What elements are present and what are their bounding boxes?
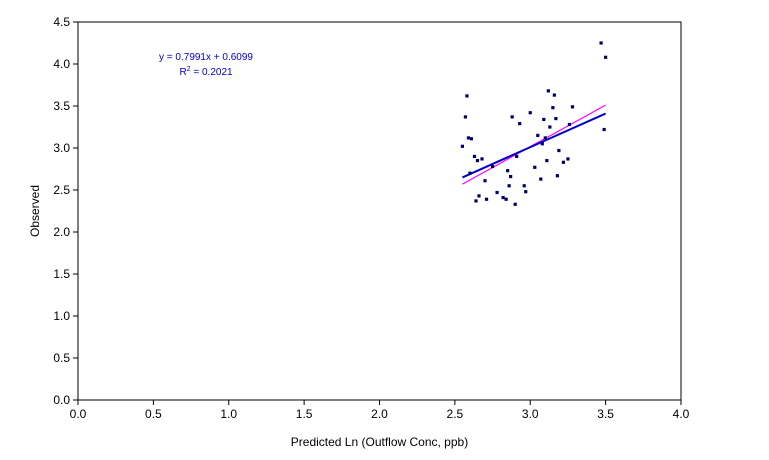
data-point bbox=[513, 202, 517, 206]
data-point bbox=[540, 142, 544, 146]
y-tick-label: 0.5 bbox=[53, 351, 70, 365]
data-point bbox=[599, 41, 603, 45]
data-point bbox=[472, 154, 477, 158]
data-point bbox=[490, 164, 495, 169]
data-points bbox=[460, 41, 608, 206]
data-point bbox=[466, 136, 471, 140]
regression-trendline bbox=[462, 112, 607, 179]
y-tick-label: 4.5 bbox=[53, 15, 70, 29]
x-tick-label: 1.5 bbox=[296, 407, 313, 421]
data-point bbox=[545, 159, 549, 163]
data-point bbox=[465, 94, 469, 98]
regression-equation: y = 0.7991x + 0.6099 bbox=[159, 52, 253, 63]
data-point bbox=[507, 184, 511, 188]
data-point bbox=[528, 111, 532, 115]
data-point bbox=[551, 106, 555, 110]
data-point bbox=[504, 197, 508, 201]
x-tick-label: 2.0 bbox=[371, 407, 388, 421]
data-point bbox=[522, 184, 526, 188]
data-point bbox=[460, 144, 465, 148]
data-point bbox=[509, 174, 513, 179]
data-point bbox=[533, 165, 537, 169]
y-tick-label: 3.0 bbox=[53, 141, 70, 155]
data-point bbox=[501, 195, 505, 200]
y-tick-label: 2.5 bbox=[53, 183, 70, 197]
plot-frame bbox=[77, 21, 682, 401]
data-point bbox=[539, 177, 543, 181]
data-point bbox=[548, 125, 552, 129]
y-tick-label: 0.0 bbox=[53, 393, 70, 407]
x-tick-label: 0.5 bbox=[145, 407, 162, 421]
r-squared-prefix: R bbox=[179, 67, 186, 78]
data-point bbox=[495, 190, 499, 195]
data-point bbox=[570, 105, 575, 109]
plot-area bbox=[77, 21, 682, 401]
data-point bbox=[515, 154, 519, 158]
x-axis-title: Predicted Ln (Outflow Conc, ppb) bbox=[291, 435, 468, 449]
data-point bbox=[543, 136, 547, 140]
data-point bbox=[510, 115, 514, 119]
x-axis-ticks: 0.0 0.5 1.0 1.5 2.0 2.5 3.0 3.5 4.0 bbox=[70, 400, 690, 421]
data-point bbox=[561, 160, 566, 164]
data-point bbox=[480, 157, 484, 161]
y-tick-label: 4.0 bbox=[53, 57, 70, 71]
data-point bbox=[524, 190, 528, 194]
data-point bbox=[567, 122, 572, 127]
data-point bbox=[557, 148, 561, 153]
x-tick-label: 2.5 bbox=[447, 407, 464, 421]
y-axis-title: Observed bbox=[28, 185, 42, 237]
x-tick-label: 3.5 bbox=[597, 407, 614, 421]
data-point bbox=[506, 169, 510, 173]
data-point bbox=[484, 197, 489, 201]
fit-lines bbox=[462, 104, 607, 185]
data-point bbox=[552, 93, 556, 97]
data-point bbox=[477, 194, 481, 198]
r-squared-value: = 0.2021 bbox=[191, 67, 233, 78]
r-squared-superscript: 2 bbox=[187, 66, 191, 73]
data-point bbox=[554, 117, 558, 121]
data-point bbox=[468, 171, 472, 175]
data-point bbox=[555, 174, 559, 178]
data-point bbox=[542, 117, 546, 122]
x-tick-label: 4.0 bbox=[673, 407, 690, 421]
y-tick-label: 1.5 bbox=[53, 267, 70, 281]
x-tick-label: 1.0 bbox=[220, 407, 237, 421]
data-point bbox=[602, 127, 606, 132]
data-point bbox=[566, 157, 570, 161]
x-tick-label: 0.0 bbox=[70, 407, 87, 421]
data-point bbox=[483, 179, 487, 183]
x-tick-label: 3.0 bbox=[522, 407, 539, 421]
y-axis-ticks: 0.0 0.5 1.0 1.5 2.0 2.5 3.0 3.5 4.0 4.5 bbox=[53, 15, 78, 407]
data-point bbox=[463, 115, 468, 119]
r-squared-label: R2 = 0.2021 bbox=[179, 66, 233, 78]
data-point bbox=[475, 159, 480, 163]
y-tick-label: 3.5 bbox=[53, 99, 70, 113]
y-tick-label: 1.0 bbox=[53, 309, 70, 323]
data-point bbox=[469, 137, 474, 141]
data-point bbox=[474, 199, 478, 203]
data-point bbox=[518, 122, 522, 126]
data-point bbox=[604, 55, 608, 59]
data-point bbox=[536, 133, 540, 137]
data-point bbox=[546, 89, 550, 93]
y-tick-label: 2.0 bbox=[53, 225, 70, 239]
